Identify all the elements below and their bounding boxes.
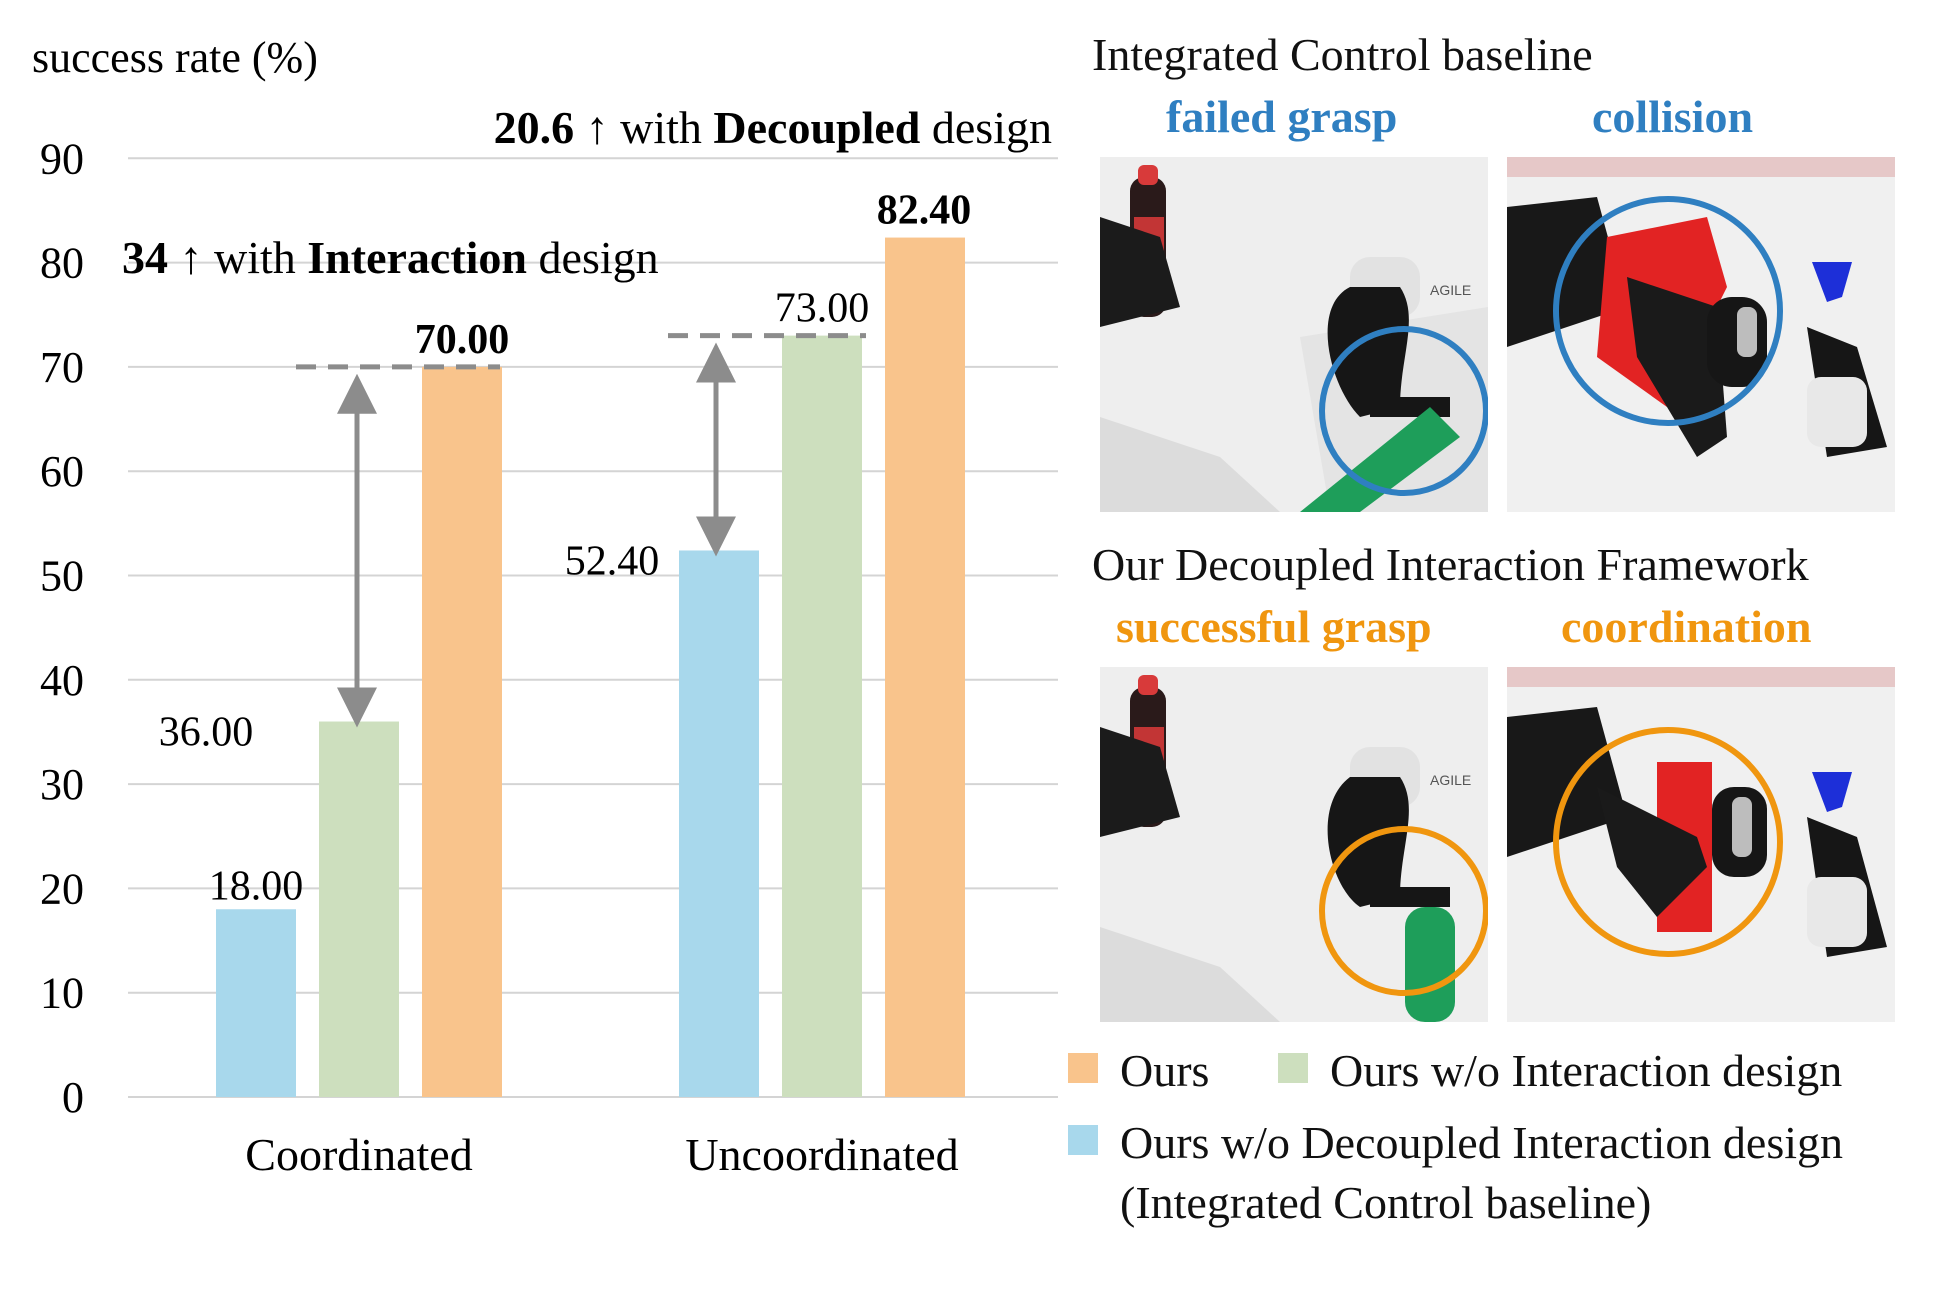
bar [216,909,296,1097]
y-tick-label: 30 [40,760,84,809]
x-tick-label: Uncoordinated [685,1129,958,1180]
bar-value-labels: 18.00 36.00 70.00 52.40 73.00 82.40 [159,188,972,910]
y-tick-label: 50 [40,552,84,601]
bar-value-label: 36.00 [159,710,254,756]
ours-grasp-photo: AGILE [1100,667,1488,1022]
y-tick-label: 10 [40,969,84,1018]
bar-value-label: 52.40 [565,538,660,584]
bar-chart: success rate (%) 0 10 20 30 40 50 60 70 80 90 18.… [32,33,1058,1180]
legend-swatch-orange [1068,1053,1098,1083]
robot-grasp-scene: AGILE [1100,667,1488,1022]
bars [216,237,965,1097]
robot-coordination-scene [1507,667,1895,1022]
baseline-panel-title: Integrated Control baseline [1092,29,1593,80]
bar [885,237,965,1097]
robot-grasp-scene: AGILE [1100,157,1488,512]
baseline-collision-photo [1507,157,1895,512]
decoupled-improvement-annotation: 20.6 ↑ with Decoupled design [494,102,1052,153]
bar [319,721,399,1097]
svg-text:AGILE: AGILE [1430,282,1471,298]
legend-label: Ours w/o Decoupled Interaction design (I… [1120,1113,1843,1233]
bar-value-label: 70.00 [415,317,510,363]
ours-panel-title: Our Decoupled Interaction Framework [1092,539,1809,590]
legend-ours-no-decoupled: Ours w/o Decoupled Interaction design (I… [1068,1113,1843,1233]
bar-value-label: 18.00 [209,863,304,909]
y-axis-ticks: 0 10 20 30 40 50 60 70 80 90 [40,134,84,1122]
baseline-grasp-photo: AGILE [1100,157,1488,512]
bar-value-label: 73.00 [775,286,870,332]
highlight-circle [1553,196,1783,426]
legend-label: Ours w/o Interaction design [1330,1045,1843,1096]
robot-collision-scene [1507,157,1895,512]
legend-label-sub: (Integrated Control baseline) [1120,1177,1652,1228]
legend-ours-no-interaction: Ours w/o Interaction design [1278,1041,1842,1101]
x-tick-label: Coordinated [245,1129,472,1180]
highlight-circle [1319,826,1488,996]
highlight-circle [1553,727,1783,957]
legend-swatch-green [1278,1053,1308,1083]
svg-text:AGILE: AGILE [1430,772,1471,788]
legend-ours: Ours [1068,1041,1209,1101]
legend-label-main: Ours w/o Decoupled Interaction design [1120,1117,1844,1168]
y-tick-label: 60 [40,447,84,496]
y-tick-label: 0 [62,1073,84,1122]
x-axis-ticks: Coordinated Uncoordinated [245,1129,958,1180]
y-tick-label: 80 [40,239,84,288]
legend-swatch-blue [1068,1125,1098,1155]
ours-coordination-photo [1507,667,1895,1022]
y-tick-label: 40 [40,656,84,705]
legend-label: Ours [1120,1045,1210,1096]
bar [679,550,759,1097]
y-tick-label: 70 [40,343,84,392]
highlight-circle [1319,326,1488,496]
successful-grasp-label: successful grasp [1116,601,1432,652]
coordination-label: coordination [1561,601,1812,652]
interaction-improvement-annotation: 34 ↑ with Interaction design [122,232,659,283]
bar [782,335,862,1097]
y-axis-label: success rate (%) [32,33,318,82]
y-tick-label: 20 [40,864,84,913]
bar-value-label: 82.40 [877,188,972,234]
improvement-annotations: 34 ↑ with Interaction design 20.6 ↑ with … [122,102,1052,728]
collision-label: collision [1592,91,1754,142]
bar [422,366,502,1097]
failed-grasp-label: failed grasp [1166,91,1398,142]
y-tick-label: 90 [40,134,84,183]
